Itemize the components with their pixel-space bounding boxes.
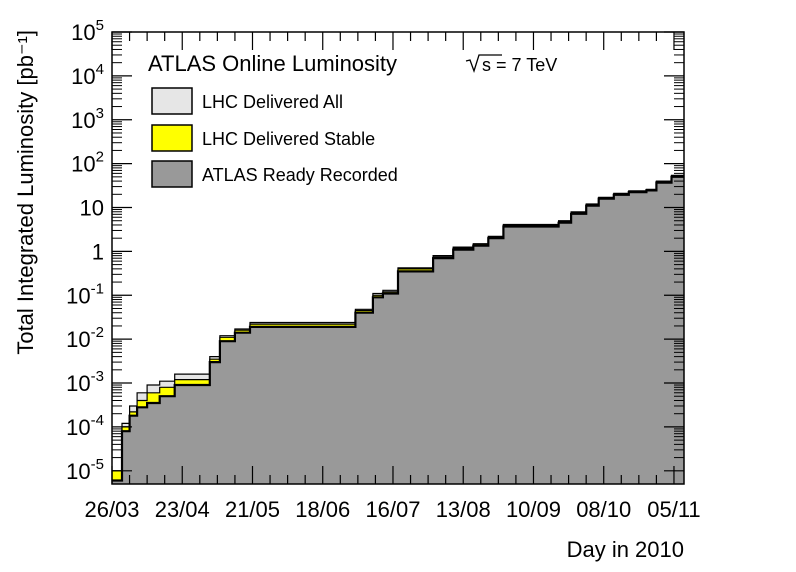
y-tick-label: 10-4 [66,412,104,440]
y-axis-title: Total Integrated Luminosity [pb⁻¹] [13,30,38,355]
y-tick-label: 10 [80,196,104,221]
x-tick-label: 18/06 [295,497,350,522]
y-tick-label: 1 [92,239,104,264]
x-tick-label: 10/09 [506,497,561,522]
series-layer [112,174,684,485]
x-tick-label: 26/03 [84,497,139,522]
ticks-layer [111,31,684,484]
x-axis-title: Day in 2010 [567,537,684,562]
energy-label: s = 7 TeV [482,55,557,75]
y-tick-label: 104 [71,61,104,89]
x-tick-label: 05/11 [647,497,700,522]
chart-title: ATLAS Online Luminosity [148,51,397,76]
legend-label-delivered-all: LHC Delivered All [202,92,343,112]
series-ready-recorded-area [112,176,684,485]
y-tick-label: 10-5 [66,456,104,484]
y-tick-label: 10-3 [66,368,104,396]
x-tick-label: 08/10 [576,497,631,522]
x-tick-label: 21/05 [225,497,280,522]
y-tick-label: 105 [71,17,104,45]
y-tick-label: 10-2 [66,324,104,352]
legend: ATLAS Online Luminosity s = 7 TeV LHC De… [148,51,557,188]
x-tick-label: 16/07 [365,497,420,522]
legend-swatch-delivered-all [151,87,193,115]
sqrt-symbol [465,54,502,74]
series-ready-recorded-line [112,175,684,482]
y-tick-label: 10-1 [66,280,104,308]
legend-swatch-delivered-stable [151,124,193,152]
legend-label-delivered-stable: LHC Delivered Stable [202,129,375,149]
legend-label-ready-recorded: ATLAS Ready Recorded [202,165,398,185]
labels-layer: 10-5 10-4 10-3 10-2 10-1 1 10 102 103 104 105 26/03… [66,17,701,522]
legend-swatch-ready-recorded [151,160,193,188]
x-tick-label: 13/08 [436,497,491,522]
x-tick-label: 23/04 [155,497,210,522]
y-tick-label: 102 [71,149,104,177]
y-tick-label: 103 [71,105,104,133]
